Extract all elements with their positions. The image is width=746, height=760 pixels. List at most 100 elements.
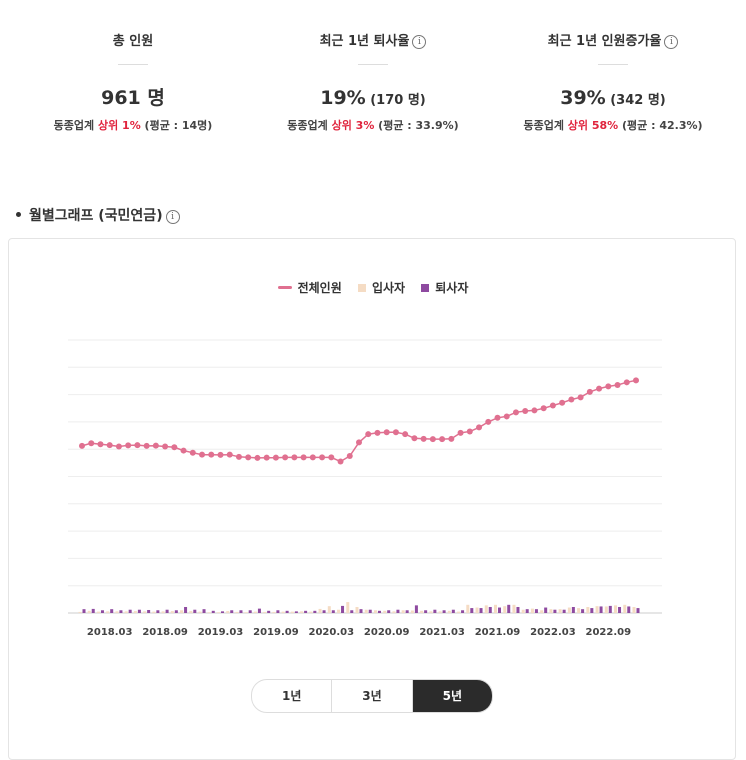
stat-label: 최근 1년 퇴사율 i <box>250 30 496 54</box>
period-option-1y[interactable]: 1년 <box>252 680 333 712</box>
bar-hires <box>96 611 100 613</box>
period-option-5y[interactable]: 5년 <box>412 680 492 712</box>
bar-leavers <box>627 606 631 613</box>
point-total <box>429 436 436 443</box>
point-total <box>235 453 242 460</box>
bar-leavers <box>636 608 640 613</box>
point-total <box>199 451 206 458</box>
bar-hires <box>484 605 488 613</box>
bar-hires <box>327 606 331 613</box>
bar-hires <box>290 611 294 613</box>
legend-item-total[interactable]: 전체인원 <box>277 279 342 296</box>
bar-hires <box>595 606 599 613</box>
point-total <box>365 431 372 438</box>
x-tick-label: 2018.03 <box>87 627 133 638</box>
point-total <box>208 451 215 458</box>
cmp-rank: 상위 1% <box>97 119 141 132</box>
bar-hires <box>253 611 257 613</box>
legend-box-swatch <box>357 284 366 292</box>
bar-leavers <box>331 610 335 613</box>
point-total <box>383 429 390 436</box>
divider <box>598 64 628 65</box>
bar-leavers <box>599 606 603 613</box>
bar-hires <box>263 611 267 613</box>
x-tick-label: 2020.03 <box>309 627 355 638</box>
point-total <box>476 424 483 431</box>
bar-hires <box>558 609 562 613</box>
bar-leavers <box>313 610 317 613</box>
stat-value-number: 19% <box>320 87 366 109</box>
stats-row: 총 인원 961 명 동종업계 상위 1% (평균 : 14명) 최근 1년 퇴… <box>0 30 746 170</box>
bar-leavers <box>350 610 354 613</box>
divider <box>118 64 148 65</box>
bar-leavers <box>202 609 206 613</box>
bar-leavers <box>368 609 372 613</box>
info-icon[interactable]: i <box>664 35 679 49</box>
bar-leavers <box>488 606 492 613</box>
bar-hires <box>540 610 544 613</box>
bar-hires <box>466 604 470 613</box>
period-option-3y[interactable]: 3년 <box>332 680 413 712</box>
stat-label: 총 인원 <box>112 34 154 49</box>
stat-label-text: 최근 1년 인원증가율 <box>547 34 662 49</box>
point-total <box>522 407 529 414</box>
x-tick-label: 2021.09 <box>475 627 521 638</box>
stat-turnover: 최근 1년 퇴사율 i 19% (170 명) 동종업계 상위 3% (평균 : … <box>250 30 496 133</box>
bar-leavers <box>377 610 381 613</box>
bar-hires <box>217 612 220 613</box>
bar-hires <box>272 611 276 613</box>
bar-hires <box>494 604 497 613</box>
point-total <box>171 444 178 451</box>
point-total <box>439 436 446 443</box>
cmp-prefix: 동종업계 <box>53 119 98 132</box>
bar-hires <box>623 604 627 613</box>
stat-comparison: 동종업계 상위 3% (평균 : 33.9%) <box>250 117 496 133</box>
point-total <box>356 439 362 446</box>
bar-hires <box>189 611 193 613</box>
bar-leavers <box>562 609 566 613</box>
bar-leavers <box>433 609 437 613</box>
point-total <box>411 435 418 442</box>
x-tick-label: 2021.03 <box>419 627 465 638</box>
bar-leavers <box>221 611 224 613</box>
stat-total-headcount: 총 인원 961 명 동종업계 상위 1% (평균 : 14명) <box>10 30 256 133</box>
legend-item-hires[interactable]: 입사자 <box>357 279 405 296</box>
bar-hires <box>632 606 636 613</box>
x-tick-label: 2022.09 <box>586 627 632 638</box>
info-icon[interactable]: i <box>165 210 180 224</box>
bar-hires <box>115 611 119 613</box>
legend-item-leavers[interactable]: 퇴사자 <box>421 279 468 296</box>
bar-leavers <box>544 607 548 613</box>
bar-hires <box>226 611 230 613</box>
bar-hires <box>207 612 211 613</box>
bar-hires <box>586 606 590 613</box>
point-total <box>245 454 252 461</box>
cmp-rank: 상위 58% <box>567 119 619 132</box>
bar-leavers <box>424 610 428 613</box>
chart-card <box>8 238 736 760</box>
bar-hires <box>420 610 424 613</box>
bullet-icon <box>16 212 21 217</box>
point-total <box>180 447 187 454</box>
point-total <box>586 388 593 395</box>
bar-leavers <box>193 609 197 613</box>
bar-leavers <box>608 605 612 613</box>
point-total <box>106 442 113 449</box>
point-total <box>291 454 298 461</box>
bar-leavers <box>470 608 474 613</box>
point-total <box>466 428 473 435</box>
bar-leavers <box>479 608 483 613</box>
point-total <box>549 402 556 409</box>
bar-leavers <box>82 609 86 613</box>
bar-leavers <box>618 606 622 613</box>
info-icon[interactable]: i <box>412 35 427 49</box>
point-total <box>448 435 455 442</box>
cmp-prefix: 동종업계 <box>523 119 568 132</box>
point-total <box>88 440 95 447</box>
point-total <box>540 405 547 412</box>
bar-hires <box>383 610 387 613</box>
bar-hires <box>577 608 581 613</box>
bar-hires <box>364 609 368 613</box>
point-total <box>272 454 279 461</box>
bar-leavers <box>498 607 501 613</box>
